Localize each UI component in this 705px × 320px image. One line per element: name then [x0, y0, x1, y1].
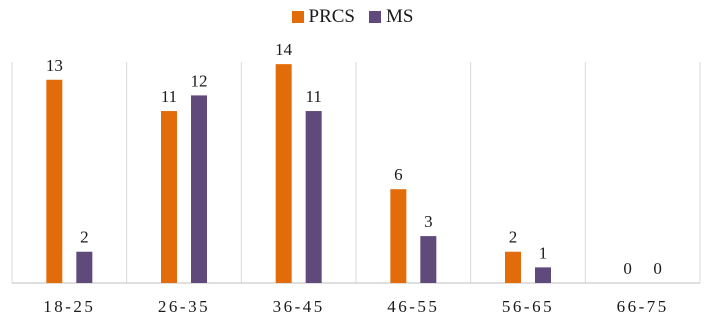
bar-ms-56-65 — [535, 267, 551, 283]
bar-ms-46-55 — [420, 236, 437, 283]
data-label-ms-36-45: 11 — [305, 87, 321, 106]
chart-legend: PRCS MS — [0, 6, 705, 28]
bar-prcs-26-35 — [161, 111, 177, 283]
data-label-ms-56-65: 1 — [539, 243, 548, 262]
data-label-ms-66-75: 0 — [653, 259, 662, 278]
bar-prcs-56-65 — [505, 251, 521, 283]
data-label-prcs-18-25: 13 — [46, 56, 63, 75]
bar-ms-26-35 — [191, 95, 207, 284]
data-label-prcs-66-75: 0 — [623, 259, 632, 278]
legend-item-ms: MS — [369, 6, 413, 28]
data-label-prcs-36-45: 14 — [275, 40, 293, 59]
x-tick-label-26-35: 26-35 — [158, 297, 210, 316]
bar-ms-36-45 — [305, 111, 322, 283]
data-label-ms-46-55: 3 — [424, 212, 433, 231]
data-label-prcs-26-35: 11 — [161, 87, 177, 106]
bar-ms-18-25 — [76, 251, 93, 283]
bar-prcs-36-45 — [275, 64, 292, 283]
x-tick-label-36-45: 36-45 — [273, 297, 325, 316]
data-label-prcs-46-55: 6 — [394, 165, 403, 184]
data-label-ms-18-25: 2 — [80, 228, 89, 247]
x-tick-label-56-65: 56-65 — [502, 297, 554, 316]
bar-prcs-46-55 — [390, 189, 407, 283]
data-label-ms-26-35: 12 — [191, 71, 208, 90]
legend-label-prcs: PRCS — [308, 6, 355, 27]
legend-item-prcs: PRCS — [291, 6, 355, 28]
legend-swatch-ms — [369, 11, 381, 23]
data-label-prcs-56-65: 2 — [509, 228, 518, 247]
x-tick-label-46-55: 46-55 — [387, 297, 439, 316]
bar-prcs-18-25 — [46, 79, 63, 284]
legend-swatch-prcs — [291, 11, 304, 23]
x-tick-label-66-75: 66-75 — [617, 297, 669, 316]
legend-label-ms: MS — [386, 6, 414, 27]
x-tick-label-18-25: 18-25 — [43, 297, 95, 316]
